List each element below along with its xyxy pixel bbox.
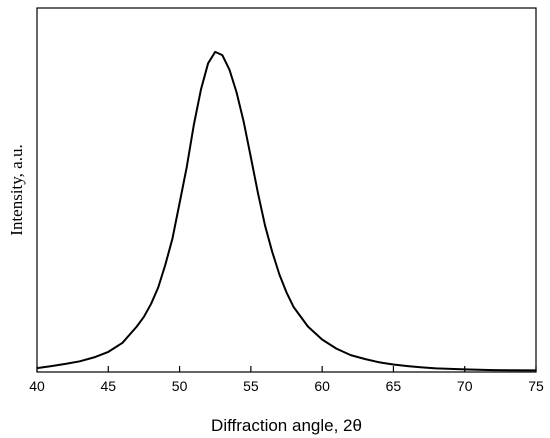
- x-tick-label: 45: [100, 378, 116, 394]
- x-tick-label: 60: [314, 378, 330, 394]
- plot-area: [36, 7, 537, 373]
- x-axis-ticks: 40 45 50 55 60 65 70 75: [29, 366, 544, 394]
- x-axis-label: Diffraction angle, 2θ: [211, 416, 362, 435]
- x-tick-label: 70: [457, 378, 473, 394]
- series-line-0: [36, 50, 537, 372]
- x-tick-label: 75: [528, 378, 544, 394]
- x-tick-label: 50: [172, 378, 188, 394]
- x-tick-label: 55: [243, 378, 259, 394]
- x-tick-label: 65: [386, 378, 402, 394]
- y-axis-label: Intensity, a.u.: [7, 144, 26, 235]
- plot-frame: [36, 7, 537, 373]
- x-tick-label: 40: [29, 378, 45, 394]
